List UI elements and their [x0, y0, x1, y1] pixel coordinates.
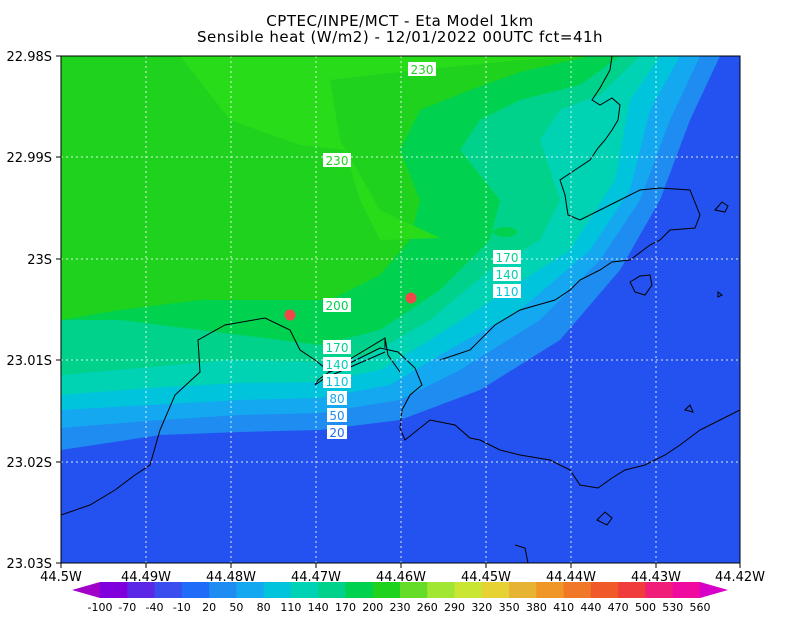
contour-label: 50	[329, 409, 344, 423]
colorbar-segment	[536, 582, 565, 598]
colorbar-label: 500	[635, 601, 656, 614]
colorbar-segment	[100, 582, 128, 598]
colorbar-segment	[618, 582, 646, 598]
colorbar-segment	[563, 582, 592, 598]
latitude-labels: 22.98S 22.99S 23S 23.01S 23.02S 23.03S	[7, 50, 52, 572]
contour-labels: 230 230 200 170 140 110 170 140 110 80 5…	[323, 62, 521, 440]
station-marker	[284, 309, 296, 321]
contour-label: 230	[326, 154, 349, 168]
contour-label: 110	[326, 375, 349, 389]
contour-label: 20	[329, 426, 344, 440]
colorbar-segment	[154, 582, 183, 598]
contour-label: 170	[496, 251, 519, 265]
colorbar-label: -40	[146, 601, 164, 614]
colorbar-label: -100	[88, 601, 113, 614]
colorbar-label: 350	[499, 601, 520, 614]
colorbar-arrow-high	[700, 582, 728, 598]
colorbar-segment	[509, 582, 537, 598]
colorbar-label: 410	[553, 601, 574, 614]
map-subtitle: Sensible heat (W/m2) - 12/01/2022 00UTC …	[196, 28, 604, 46]
colorbar-label: 50	[229, 601, 243, 614]
colorbar-segment	[481, 582, 510, 598]
colorbar-segment	[672, 582, 701, 598]
colorbar-label: 530	[662, 601, 683, 614]
colorbar-segment	[290, 582, 319, 598]
contour-label: 230	[411, 63, 434, 77]
longitude-labels: 44.5W 44.49W 44.48W 44.47W 44.46W 44.45W…	[40, 570, 765, 585]
lon-label: 44.42W	[715, 570, 765, 585]
station-marker	[405, 292, 417, 304]
lat-label: 22.99S	[7, 151, 52, 166]
colorbar-label: 380	[526, 601, 547, 614]
colorbar-segment	[318, 582, 346, 598]
colorbar-label: 200	[362, 601, 383, 614]
lat-label: 23.02S	[7, 456, 52, 471]
axis-ticks	[56, 55, 741, 568]
colorbar-label: 260	[417, 601, 438, 614]
colorbar-label: -10	[173, 601, 191, 614]
lat-label: 23.03S	[7, 557, 52, 572]
colorbar-label: 110	[280, 601, 301, 614]
colorbar-segment	[372, 582, 401, 598]
graticule	[61, 56, 740, 563]
colorbar-segment	[263, 582, 292, 598]
colorbar-arrow-low	[72, 582, 100, 598]
colorbar-label: 230	[390, 601, 411, 614]
contour-label: 200	[326, 299, 349, 313]
colorbar-label: 470	[608, 601, 629, 614]
contour-label: 110	[496, 285, 519, 299]
colorbar-label: 440	[580, 601, 601, 614]
colorbar-segment	[127, 582, 156, 598]
map-title: CPTEC/INPE/MCT - Eta Model 1km	[266, 12, 534, 30]
lat-label: 23.01S	[7, 354, 52, 369]
colorbar-label: 560	[690, 601, 711, 614]
lat-label: 22.98S	[7, 50, 52, 65]
colorbar-segment	[400, 582, 428, 598]
colorbar-label: 170	[335, 601, 356, 614]
contour-label: 140	[496, 268, 519, 282]
colorbar-label: 80	[257, 601, 271, 614]
field-band-230	[61, 56, 590, 240]
colorbar	[72, 582, 728, 598]
sensible-heat-field	[61, 56, 740, 563]
colorbar-segment	[590, 582, 619, 598]
colorbar-segment	[345, 582, 374, 598]
colorbar-labels: -100 -70 -40 -10 20 50 80 110 140 170 200 230 260 290…	[88, 601, 711, 614]
colorbar-segment	[181, 582, 210, 598]
lon-label: 44.43W	[631, 570, 681, 585]
contour-label: 140	[326, 358, 349, 372]
colorbar-label: 20	[202, 601, 216, 614]
field-band-200	[61, 56, 590, 320]
contour-label: 170	[326, 341, 349, 355]
lon-label: 44.45W	[461, 570, 511, 585]
lon-label: 44.47W	[291, 570, 341, 585]
lon-label: 44.49W	[121, 570, 171, 585]
lon-label: 44.46W	[376, 570, 426, 585]
lat-label: 23S	[27, 253, 52, 268]
colorbar-label: 290	[444, 601, 465, 614]
colorbar-segment	[454, 582, 483, 598]
colorbar-label: 140	[308, 601, 329, 614]
colorbar-label: -70	[118, 601, 136, 614]
colorbar-label: 320	[471, 601, 492, 614]
lon-label: 44.44W	[546, 570, 596, 585]
colorbar-segment	[427, 582, 456, 598]
lon-label: 44.48W	[206, 570, 256, 585]
colorbar-segment	[209, 582, 237, 598]
lon-label: 44.5W	[40, 570, 82, 585]
colorbar-segment	[236, 582, 265, 598]
contour-label: 80	[329, 392, 344, 406]
colorbar-segment	[645, 582, 674, 598]
